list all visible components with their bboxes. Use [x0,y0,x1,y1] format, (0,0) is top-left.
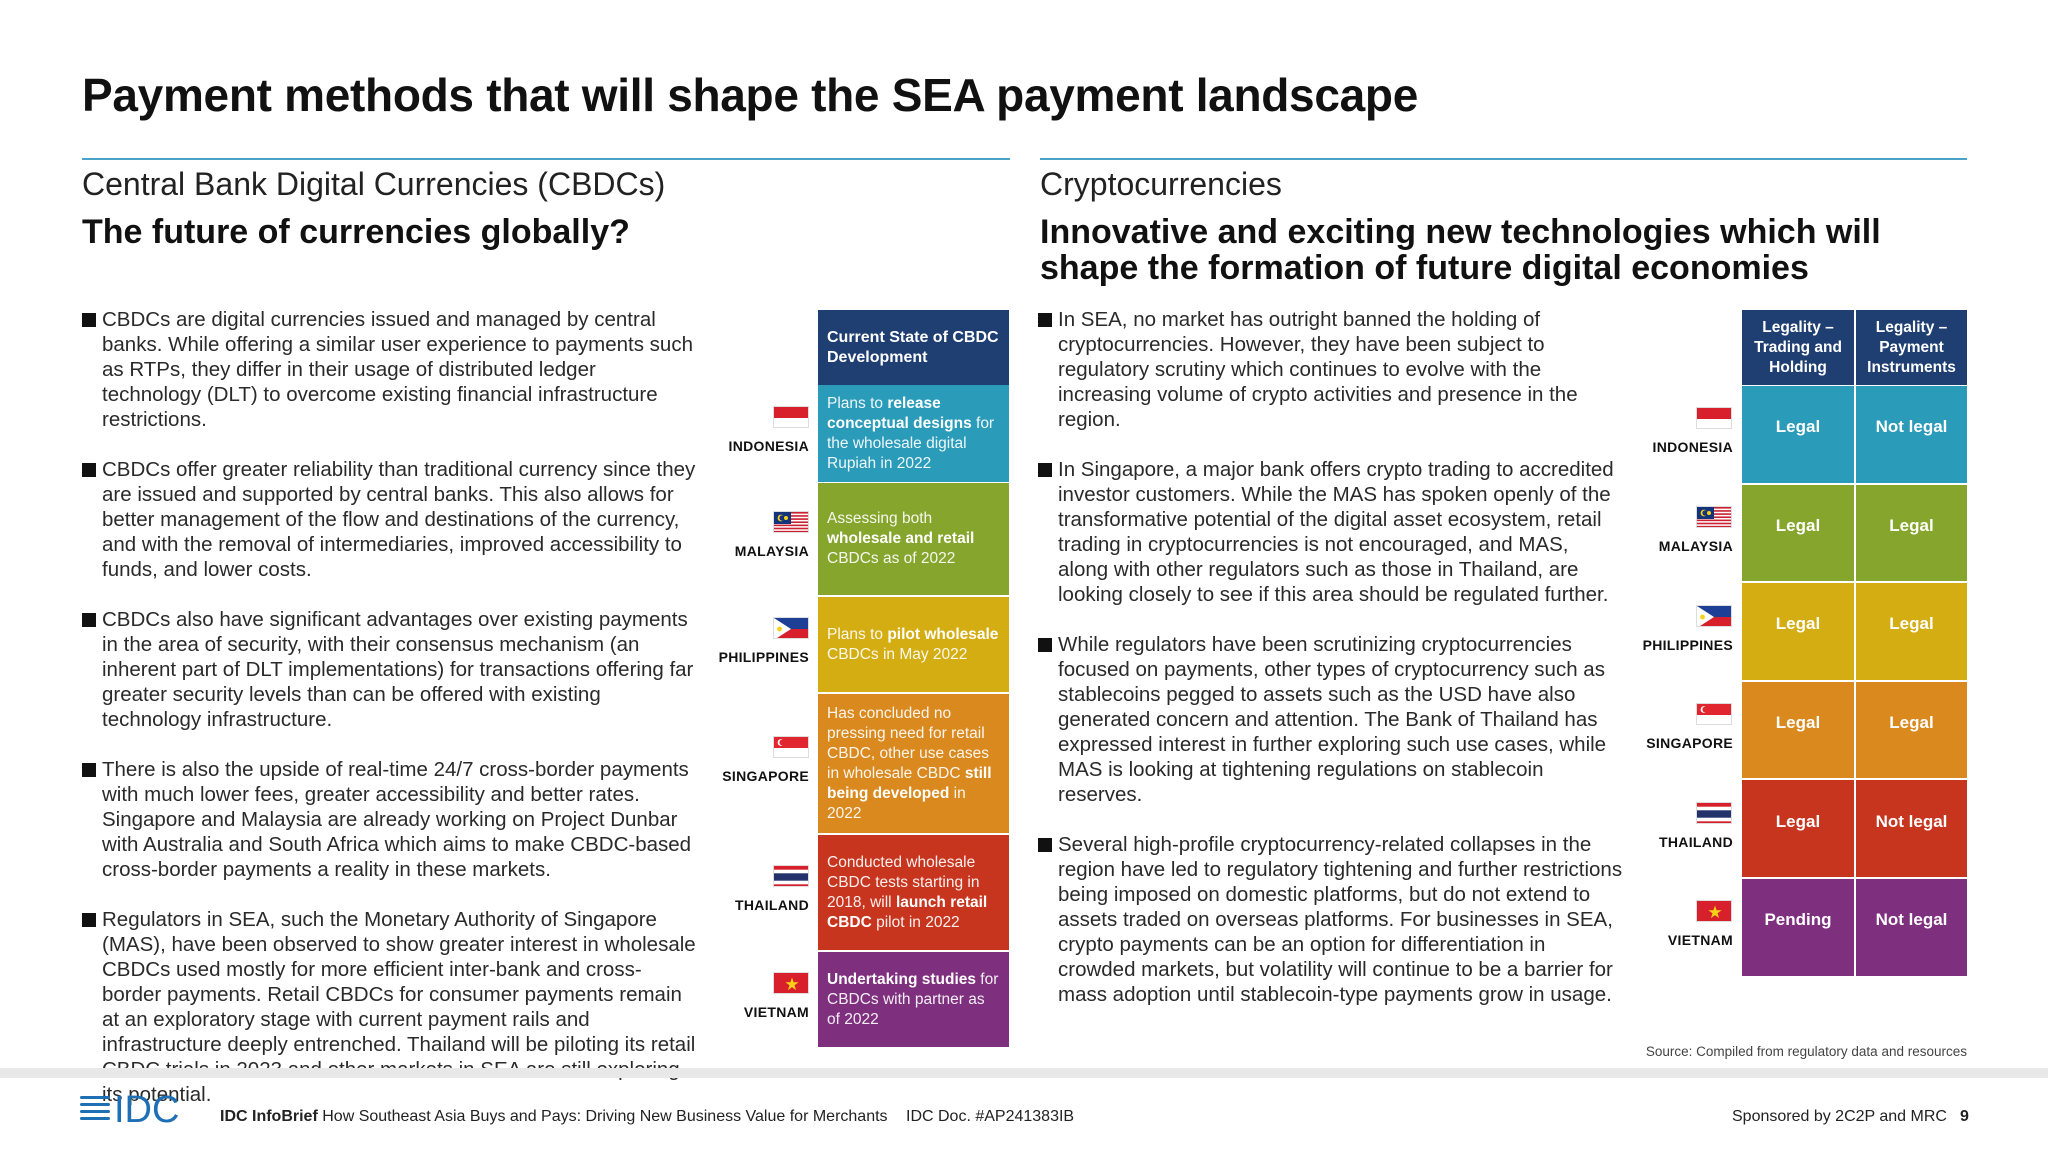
crypto-country-label: INDONESIA [1652,439,1733,456]
cbdc-bullet-list: CBDCs are digital currencies issued and … [82,307,697,1132]
crypto-heading: Cryptocurrencies [1040,166,1282,202]
legality-cell-payment-malaysia: Legal [1856,484,1967,582]
flag-vietnam-icon [773,971,809,994]
legality-cell-trading-thailand: Legal [1742,780,1854,877]
source-note: Source: Compiled from regulatory data an… [1645,1044,1967,1059]
crypto-country-label: SINGAPORE [1646,735,1733,752]
bullet-item: While regulators have been scrutinizing … [1038,632,1623,807]
crypto-country-label: THAILAND [1659,833,1733,850]
bullet-item: CBDCs also have significant advantages o… [82,607,697,732]
cbdc-country-label: THAILAND [735,896,809,913]
cbdc-country-label: PHILIPPINES [718,648,809,665]
cbdc-subheading: The future of currencies globally? [82,213,630,251]
cbdc-country-label: SINGAPORE [722,767,809,784]
cbdc-state-cell-thailand: Conducted wholesale CBDC tests starting … [818,835,1009,950]
flag-malaysia-icon [773,511,809,533]
flag-philippines-icon [1696,604,1732,627]
legality-cell-trading-vietnam: Pending [1742,879,1854,976]
footer-sponsor: Sponsored by 2C2P and MRC [1732,1108,1947,1125]
legality-cell-trading-philippines: Legal [1742,583,1854,680]
legality-cell-payment-thailand: Not legal [1856,780,1967,877]
cbdc-state-cell-singapore: Has concluded no pressing need for retai… [818,694,1009,833]
logo-text: IDC [114,1089,179,1128]
col-header-payment: Legality – Payment Instruments [1856,310,1967,385]
crypto-country-label: MALAYSIA [1658,537,1733,554]
flag-singapore-icon [1696,703,1732,726]
cbdc-state-cell-indonesia: Plans to release conceptual designs for … [818,385,1009,482]
crypto-country-label: PHILIPPINES [1642,636,1733,653]
bullet-item: CBDCs are digital currencies issued and … [82,307,697,432]
flag-singapore-icon [773,735,809,758]
footer-brief: IDC InfoBrief How Southeast Asia Buys an… [220,1108,1074,1126]
flag-vietnam-icon [1696,900,1732,923]
bullet-item: Several high-profile cryptocurrency-rela… [1038,832,1623,1007]
footer-brief-bold: IDC InfoBrief [220,1108,318,1125]
legality-cell-trading-singapore: Legal [1742,681,1854,779]
flag-thailand-icon [773,864,809,887]
flag-philippines-icon [773,616,809,639]
footer-doc-id: IDC Doc. #AP241383IB [906,1108,1075,1125]
cbdc-state-cell-philippines: Plans to pilot wholesale CBDCs in May 20… [818,597,1009,692]
flag-indonesia-icon [1696,407,1732,430]
cbdc-state-cell-vietnam: Undertaking studies for CBDCs with partn… [818,952,1009,1047]
crypto-bullet-list: In SEA, no market has outright banned th… [1038,307,1623,1032]
legality-cell-trading-malaysia: Legal [1742,484,1854,582]
right-section-rule [1040,158,1967,160]
cbdc-country-label: VIETNAM [743,1003,809,1020]
legality-cell-payment-indonesia: Not legal [1856,386,1967,483]
left-section-rule [82,158,1010,160]
cbdc-country-label: MALAYSIA [734,543,809,559]
idc-logo: IDC [80,1088,196,1131]
footer-brief-text: How Southeast Asia Buys and Pays: Drivin… [322,1108,888,1125]
cbdc-heading: Central Bank Digital Currencies (CBDCs) [82,166,666,202]
cbdc-country-label: INDONESIA [728,437,809,454]
crypto-country-label: VIETNAM [1667,932,1733,949]
bullet-item: In SEA, no market has outright banned th… [1038,307,1623,432]
bullet-item: There is also the upside of real-time 24… [82,757,697,882]
crypto-subheading: Innovative and exciting new technologies… [1040,213,1881,287]
bullet-item: In Singapore, a major bank offers crypto… [1038,457,1623,607]
flag-thailand-icon [1696,801,1732,824]
legality-cell-payment-philippines: Legal [1856,583,1967,680]
cbdc-state-cell-malaysia: Assessing both wholesale and retail CBDC… [818,483,1009,595]
col-header-trading: Legality – Trading and Holding [1742,310,1854,385]
legality-cell-payment-vietnam: Not legal [1856,879,1967,976]
page-number: 9 [1960,1108,1969,1125]
bullet-item: CBDCs offer greater reliability than tra… [82,457,697,582]
footer-band [0,1068,2048,1078]
flag-malaysia-icon [1696,505,1732,528]
legality-cell-trading-indonesia: Legal [1742,386,1854,483]
cbdc-state-header: Current State of CBDC Development [818,310,1009,385]
legality-cell-payment-singapore: Legal [1856,681,1967,779]
flag-indonesia-icon [773,405,809,428]
page-title: Payment methods that will shape the SEA … [82,69,1418,121]
